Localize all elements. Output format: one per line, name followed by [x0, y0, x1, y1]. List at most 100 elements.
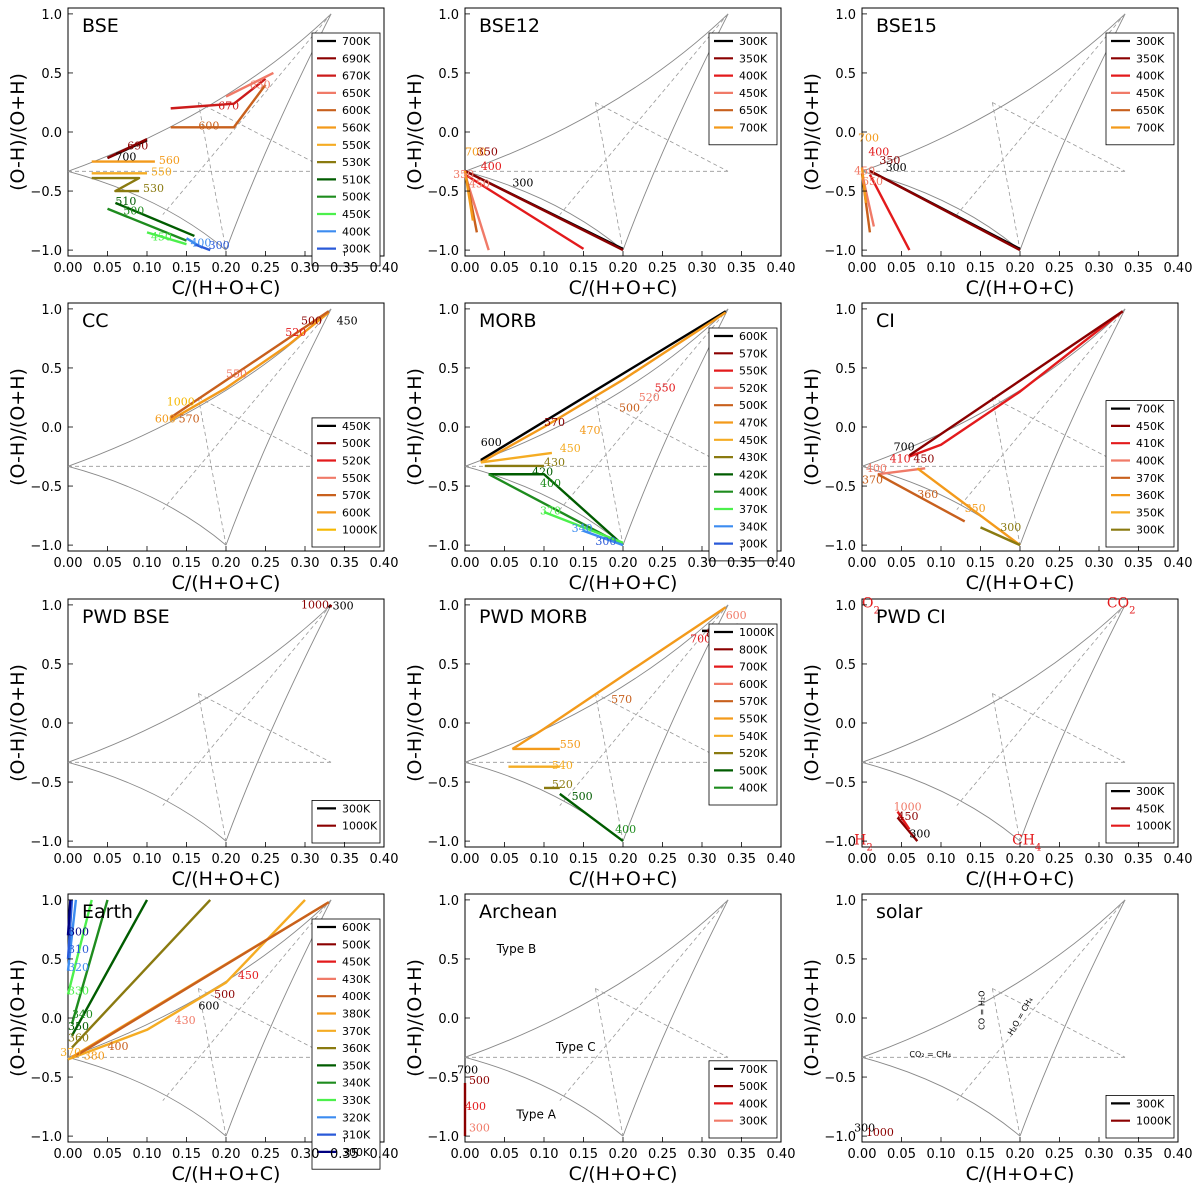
series-line [559, 792, 624, 843]
legend-label: 400K [739, 70, 768, 83]
x-tick-label: 0.20 [212, 1147, 241, 1162]
y-tick-label: 1.0 [438, 8, 459, 23]
legend-label: 370K [342, 1025, 371, 1038]
legend-box [1105, 32, 1175, 146]
y-tick-label: 0.5 [41, 67, 62, 82]
legend-label: 1000K [342, 524, 378, 537]
temperature-label: 500 [214, 988, 235, 1001]
y-tick-label: −0.5 [427, 1071, 459, 1086]
series-line [464, 169, 624, 252]
temperature-label: 380 [84, 1049, 105, 1062]
x-tick-label: 0.30 [291, 1147, 320, 1162]
region-label: Type C [555, 1040, 596, 1054]
temperature-label: 690 [127, 140, 148, 153]
legend-label: 350K [739, 52, 768, 65]
boundary-lower [67, 761, 227, 842]
x-tick-label: 0.40 [767, 261, 796, 276]
x-tick-label: 0.40 [370, 1147, 399, 1162]
y-tick-label: 0.0 [41, 717, 62, 732]
legend-label: 700K [739, 122, 768, 135]
boundary-upper [67, 604, 332, 763]
legend-label: 570K [739, 695, 768, 708]
y-axis-label: (O-H)/(O+H) [404, 73, 426, 191]
legend-label: 520K [342, 455, 371, 468]
legend-label: 500K [739, 764, 768, 777]
x-tick-label: 0.40 [1164, 852, 1193, 867]
y-tick-label: −0.5 [824, 776, 856, 791]
legend-label: 340K [342, 1077, 371, 1090]
boundary-upper [861, 604, 1126, 763]
legend-label: 300K [739, 35, 768, 48]
legend-label: 350K [1136, 52, 1165, 65]
boundary-lower [67, 465, 227, 546]
legend-label: 300K [1136, 35, 1165, 48]
y-axis-label: (O-H)/(O+H) [801, 959, 823, 1077]
boundary-right [1019, 308, 1126, 546]
series-line [583, 529, 624, 547]
y-tick-label: −0.5 [30, 480, 62, 495]
boundary-lower [464, 465, 624, 546]
boundary-lower [861, 1056, 1021, 1137]
series-line [170, 310, 330, 419]
y-tick-label: 0.5 [438, 953, 459, 968]
legend: 450K 500K 520K 550K 570K 600K 1000K [311, 417, 381, 548]
dashed-line-diagonal-2 [992, 397, 1126, 467]
y-tick-label: 0.5 [438, 658, 459, 673]
y-tick-label: 1.0 [835, 894, 856, 909]
boundary-upper [861, 899, 1126, 1058]
x-tick-label: 0.35 [727, 1147, 756, 1162]
legend-label: 450K [739, 87, 768, 100]
temperature-label: 430 [175, 1014, 196, 1027]
x-tick-label: 0.05 [490, 1147, 519, 1162]
legend-label: 400K [739, 486, 768, 499]
panel-title: PWD BSE [82, 606, 170, 628]
y-tick-label: 0.5 [41, 658, 62, 673]
temperature-label: 500 [619, 402, 640, 415]
legend-label: 560K [342, 122, 371, 135]
y-tick-label: −0.5 [30, 776, 62, 791]
x-tick-label: 0.25 [251, 261, 280, 276]
temperature-label: 1000 [167, 396, 195, 409]
y-tick-label: −0.5 [824, 1071, 856, 1086]
x-tick-label: 0.15 [966, 1147, 995, 1162]
x-tick-label: 0.25 [251, 1147, 280, 1162]
legend-label: 300K [739, 538, 768, 551]
legend-label: 700K [1136, 403, 1165, 416]
y-axis-label: (O-H)/(O+H) [7, 664, 29, 782]
temperature-label: 700 [858, 131, 879, 144]
temperature-label: 300 [469, 1121, 490, 1134]
x-tick-label: 0.10 [133, 852, 162, 867]
temperature-label: 470 [580, 424, 601, 437]
species-label: CH4 [1012, 833, 1041, 854]
temperature-label: 450 [913, 452, 934, 465]
x-tick-label: 0.20 [1006, 556, 1035, 571]
x-tick-label: 0.20 [212, 852, 241, 867]
series-line [66, 899, 93, 995]
legend-box [1105, 782, 1175, 844]
legend-label: 520K [739, 382, 768, 395]
y-tick-label: 1.0 [438, 599, 459, 614]
x-tick-label: 0.05 [887, 261, 916, 276]
temperature-label: 1000 [866, 1126, 894, 1139]
temperature-label: 400 [108, 1040, 129, 1053]
legend-label: 330K [342, 1094, 371, 1107]
temperature-label: 600 [198, 1000, 219, 1013]
y-axis-label: (O-H)/(O+H) [801, 368, 823, 486]
x-tick-label: 0.35 [727, 852, 756, 867]
temperature-label: 300 [595, 535, 616, 548]
series-line [170, 311, 330, 421]
y-tick-label: −0.5 [427, 185, 459, 200]
x-axis-label: C/(H+O+C) [966, 1163, 1075, 1185]
legend: 300K 1000K [1105, 1095, 1175, 1139]
temperature-label: 450 [151, 231, 172, 244]
legend-label: 550K [739, 365, 768, 378]
x-tick-label: 0.25 [251, 556, 280, 571]
legend-label: 650K [342, 87, 371, 100]
y-axis-label: (O-H)/(O+H) [404, 664, 426, 782]
x-tick-label: 0.40 [767, 556, 796, 571]
y-tick-label: 1.0 [41, 303, 62, 318]
dashed-line-diagonal [162, 604, 332, 806]
temperature-label: 700 [465, 146, 486, 159]
